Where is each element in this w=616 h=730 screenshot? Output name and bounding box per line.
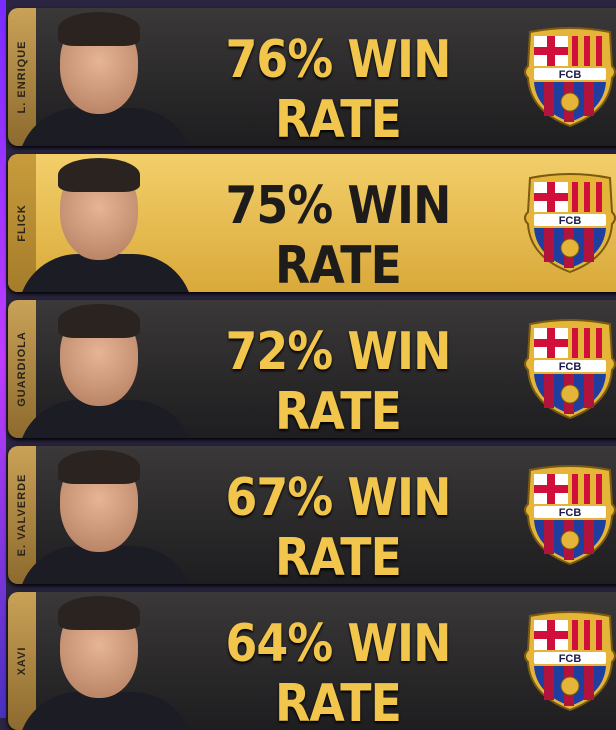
coach-card: XAVI 64% WIN RATE (2021-2024, 143 MATCHE… [8,592,616,730]
name-tag: FLICK [8,154,36,292]
fc-barcelona-crest-icon: FCB [524,173,616,274]
win-rate: 72% WIN RATE [225,322,451,438]
name-tag: XAVI [8,592,36,730]
svg-text:FCB: FCB [559,507,582,519]
fc-barcelona-crest-icon: FCB [524,465,616,566]
coach-card: FLICK 75% WIN RATE (2024-2026, 100 MATCH… [8,154,616,292]
coach-card: GUARDIOLA 72% WIN RATE (2008-2012, 247 M… [8,300,616,438]
coach-card: L. ENRIQUE 76% WIN RATE (2014-2017, 181 … [8,8,616,146]
win-rate: 76% WIN RATE [225,30,451,146]
win-rate: 64% WIN RATE [225,614,451,730]
coach-photo [18,154,193,292]
fc-barcelona-crest-icon: FCB [524,611,616,712]
fc-barcelona-crest-icon: FCB [524,27,616,128]
name-tag: GUARDIOLA [8,300,36,438]
win-rate: 67% WIN RATE [225,468,451,584]
win-rate: 75% WIN RATE [225,176,451,292]
fc-barcelona-crest-icon: FCB [524,319,616,420]
coach-photo [18,8,193,146]
svg-text:FCB: FCB [559,361,582,373]
coach-card: E. VALVERDE 67% WIN RATE (2017-2020, 145… [8,446,616,584]
coach-photo [18,300,193,438]
name-tag: E. VALVERDE [8,446,36,584]
svg-text:FCB: FCB [559,653,582,665]
svg-text:FCB: FCB [559,215,582,227]
name-tag: L. ENRIQUE [8,8,36,146]
purple-edge [0,0,6,718]
svg-text:FCB: FCB [559,69,582,81]
coach-photo [18,446,193,584]
